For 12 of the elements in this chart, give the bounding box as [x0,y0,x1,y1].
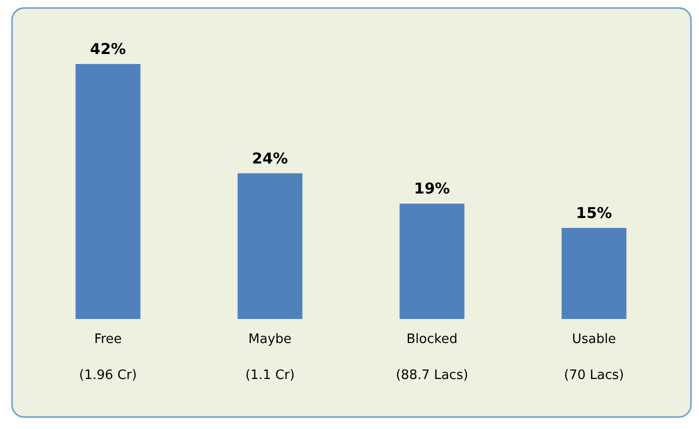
category-label: Maybe (1.1 Cr) [245,332,295,383]
bar [400,204,464,319]
bar [562,228,626,319]
category-label: Usable (70 Lacs) [564,332,624,383]
data-label: 15% [576,204,612,222]
category-label: Blocked (88.7 Lacs) [396,332,468,383]
bar [76,64,140,319]
data-label: 19% [414,180,450,198]
data-label: 42% [90,40,126,58]
bar [238,173,302,319]
category-label: Free (1.96 Cr) [79,332,137,383]
data-label: 24% [252,149,288,168]
